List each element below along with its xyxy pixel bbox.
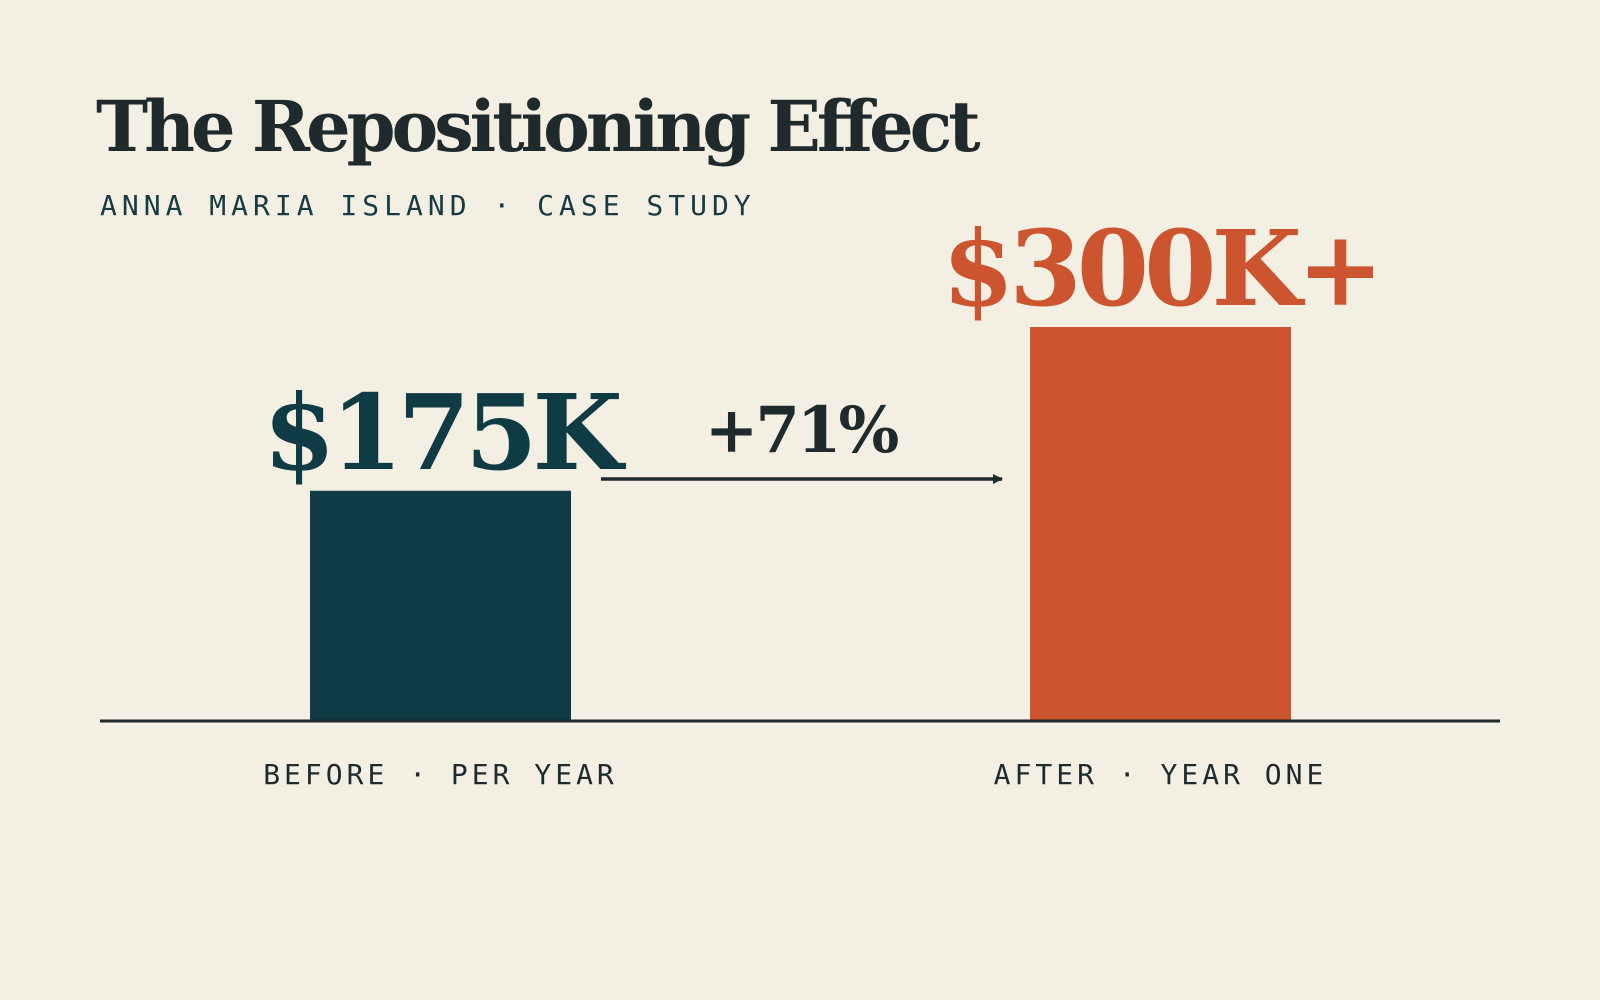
chart-title: The Repositioning Effect	[96, 85, 981, 168]
bar-before	[310, 490, 571, 720]
value-label-before: $175K	[263, 371, 626, 494]
category-label-after: AFTER · YEAR ONE	[994, 758, 1328, 791]
chart-subtitle: ANNA MARIA ISLAND · CASE STUDY	[100, 189, 756, 222]
change-label: +71%	[705, 393, 899, 468]
value-label-after: $300K+	[942, 207, 1379, 330]
category-label-before: BEFORE · PER YEAR	[263, 758, 618, 791]
bar-after	[1030, 327, 1291, 720]
